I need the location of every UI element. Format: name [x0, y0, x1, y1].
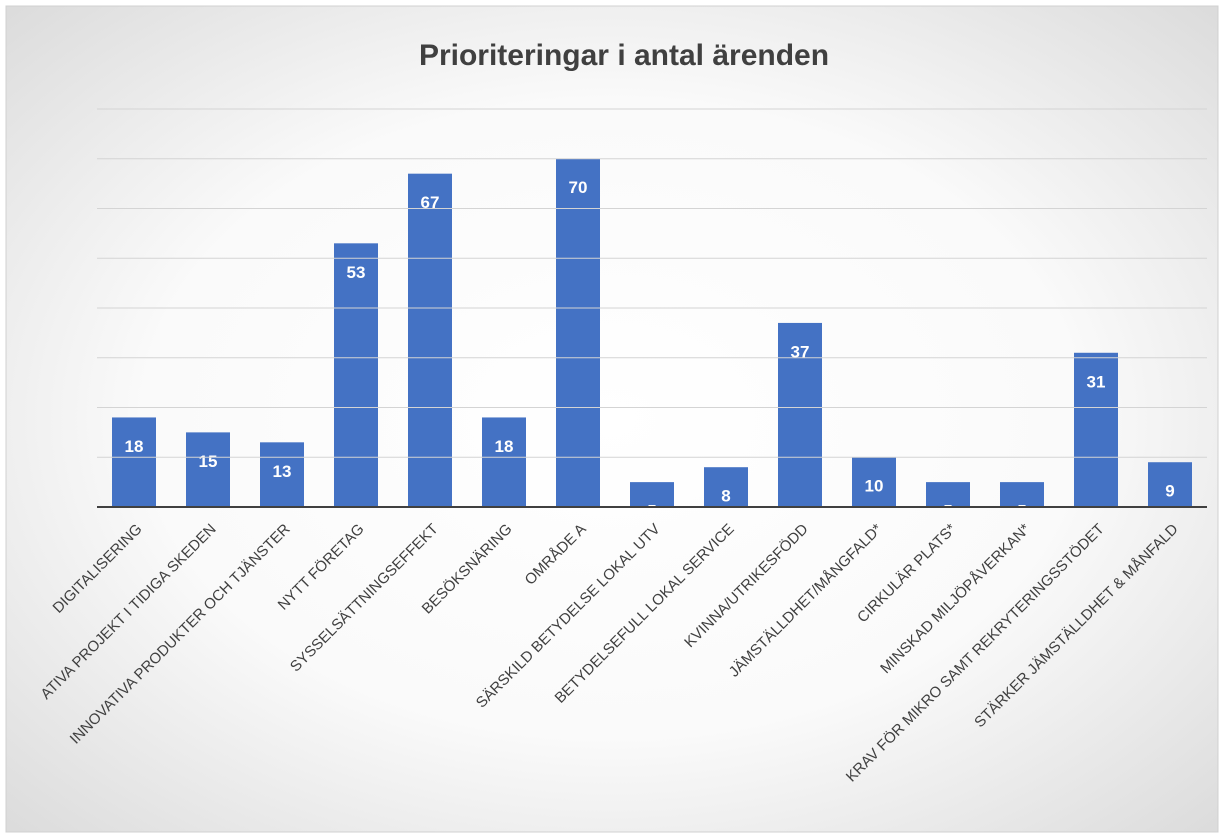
data-label: 13	[273, 462, 292, 481]
data-label: 5	[1017, 502, 1026, 521]
bar	[334, 243, 378, 507]
data-label: 67	[421, 193, 440, 212]
bar	[852, 457, 896, 507]
plot-area: 18 15 13 53 67 18 70 5 8 37 10 5 5 31 9	[112, 158, 1192, 521]
data-label: 9	[1165, 482, 1174, 501]
bar	[778, 322, 822, 507]
data-label: 15	[199, 452, 218, 471]
bar	[1074, 352, 1118, 507]
bar	[1000, 482, 1044, 507]
data-label: 18	[495, 437, 514, 456]
data-label: 5	[943, 502, 952, 521]
bar	[630, 482, 674, 507]
data-label: 37	[791, 342, 810, 361]
bar	[186, 432, 230, 507]
data-label: 18	[125, 437, 144, 456]
data-label: 8	[721, 487, 730, 506]
chart-background	[5, 5, 1219, 833]
bar	[926, 482, 970, 507]
bar	[482, 417, 526, 507]
chart-title: Prioriteringar i antal ärenden	[419, 39, 829, 72]
bar	[260, 442, 304, 507]
data-label: 5	[647, 502, 656, 521]
bar	[1148, 462, 1192, 507]
data-label: 31	[1087, 372, 1106, 391]
bar	[408, 173, 452, 507]
data-label: 10	[865, 477, 884, 496]
data-label: 70	[569, 178, 588, 197]
bar	[704, 467, 748, 507]
bar	[112, 417, 156, 507]
data-label: 53	[347, 263, 366, 282]
bar	[556, 158, 600, 507]
